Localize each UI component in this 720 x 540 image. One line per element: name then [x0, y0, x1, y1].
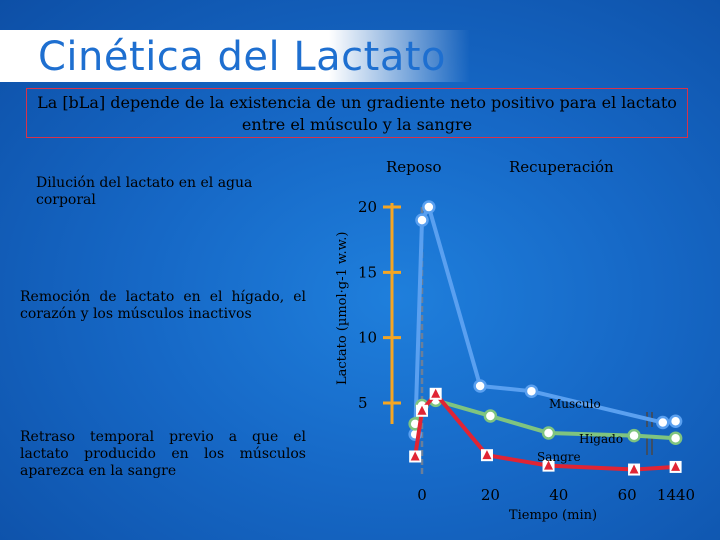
phase-label-recuperacion: Recuperación [509, 158, 614, 176]
subtitle-box: La [bLa] depende de la existencia de un … [26, 88, 688, 138]
x-tick-label: 20 [481, 486, 500, 504]
data-point-musculo [656, 415, 670, 430]
x-tick-label: 60 [618, 486, 637, 504]
series-label-higado: Higado [579, 432, 623, 446]
data-point-higado [483, 409, 498, 423]
data-point-higado [627, 428, 641, 443]
y-tick-label: 10 [358, 329, 377, 347]
y-tick-label: 20 [358, 198, 377, 216]
data-point-higado [541, 426, 556, 440]
x-tick-label: 40 [549, 486, 568, 504]
data-point-marker [410, 451, 420, 461]
data-point-marker [671, 461, 681, 471]
note-remocion: Remoción de lactato en el hígado, el cor… [20, 289, 306, 322]
x-axis-label: Tiempo (min) [509, 508, 597, 523]
data-point-musculo [473, 379, 487, 393]
y-axis-label: Lactato (µmol·g-1 w.w.) [335, 232, 350, 385]
series-label-sangre: Sangre [537, 450, 581, 464]
data-point-marker [544, 460, 554, 470]
data-point-marker [629, 464, 639, 474]
y-tick-label: 5 [358, 394, 368, 412]
series-line-musculo [413, 205, 676, 435]
series-label-musculo: Musculo [549, 397, 601, 411]
data-point-marker [417, 405, 427, 415]
data-point-musculo [524, 384, 539, 398]
data-point-musculo [668, 414, 683, 428]
y-tick-label: 15 [358, 263, 377, 281]
note-retraso: Retraso temporal previo a que el lactato… [20, 429, 306, 479]
note-dilucion: Dilución del lactato en el agua corporal [36, 175, 253, 208]
data-point-marker [482, 450, 492, 460]
data-point-musculo [422, 200, 436, 214]
data-point-higado [668, 431, 683, 445]
phase-label-reposo: Reposo [386, 158, 442, 176]
data-point-musculo [415, 213, 429, 227]
data-point-marker [431, 388, 441, 398]
title-bar [0, 30, 470, 82]
x-tick-label: 1440 [657, 486, 695, 504]
slide-title: Cinética del Lactato [38, 34, 446, 80]
x-tick-label: 0 [417, 486, 427, 504]
